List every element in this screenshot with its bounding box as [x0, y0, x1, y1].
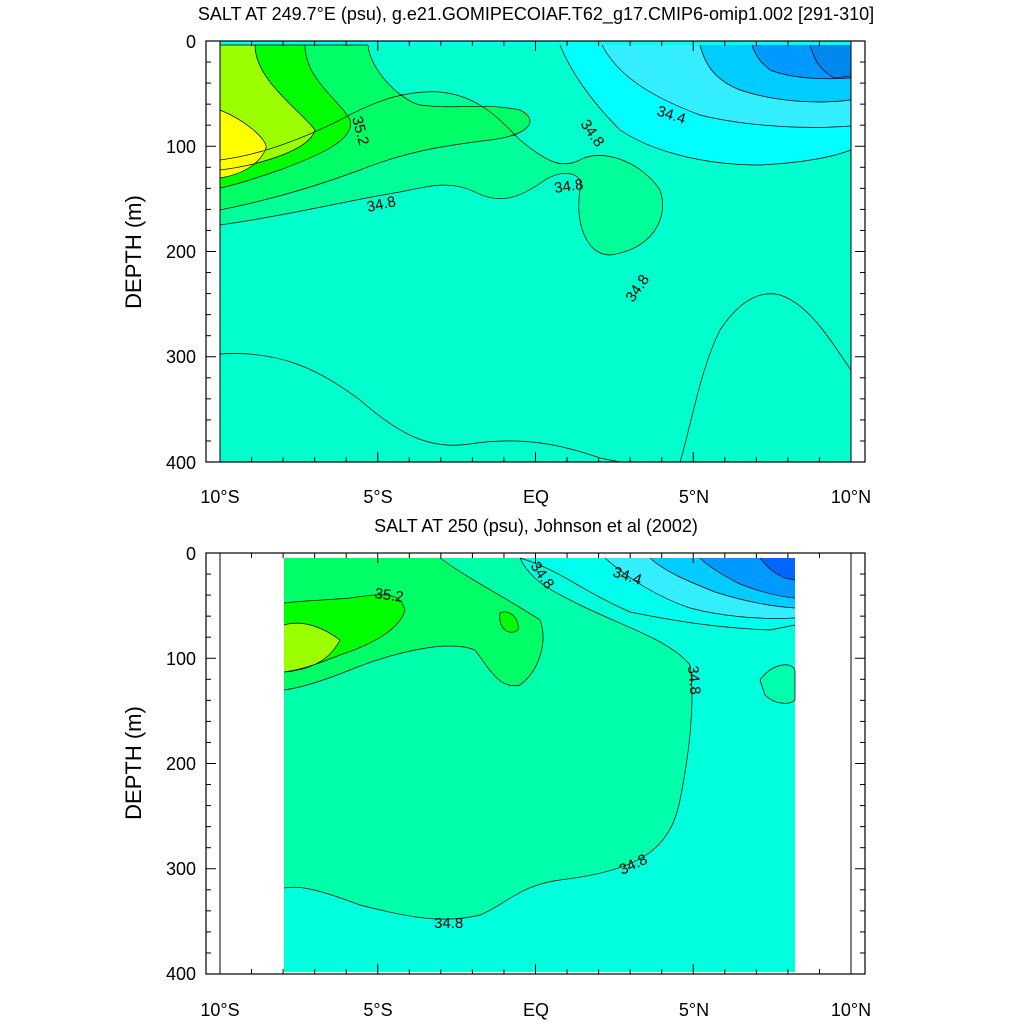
bottom-label-348-b: 34.8 — [684, 665, 703, 696]
top-ytick-0: 0 — [186, 32, 196, 52]
bottom-label-348-d: 34.8 — [434, 915, 463, 932]
top-ytick-100: 100 — [166, 137, 196, 157]
bottom-region-aquamarine-patch — [760, 664, 795, 704]
bottom-ylabel: DEPTH (m) — [121, 706, 146, 820]
bottom-xtick-eq: EQ — [523, 1000, 549, 1020]
top-ytick-400: 400 — [166, 453, 196, 473]
bottom-title: SALT AT 250 (psu), Johnson et al (2002) — [374, 516, 698, 536]
top-region-deepblue — [810, 45, 851, 77]
bottom-region-green-patch — [499, 611, 519, 633]
bottom-region-lightgreen — [284, 558, 544, 690]
top-ylabel: DEPTH (m) — [121, 195, 146, 309]
bottom-ytick-100: 100 — [166, 649, 196, 669]
top-label-352: 35.2 — [348, 115, 372, 148]
bottom-xtick-5n: 5°N — [679, 1000, 709, 1020]
bottom-ticks — [206, 552, 865, 975]
top-ticks — [206, 40, 865, 463]
bottom-panel: SALT AT 250 (psu), Johnson et al (2002) … — [121, 516, 871, 1020]
top-contour-lines — [219, 44, 852, 463]
bottom-ytick-300: 300 — [166, 859, 196, 879]
top-xtick-5n: 5°N — [679, 487, 709, 507]
bottom-contour-lines — [283, 557, 796, 920]
top-panel: SALT AT 249.7°E (psu), g.e21.GOMIPECOIAF… — [121, 4, 874, 507]
top-xtick-10n: 10°N — [831, 487, 871, 507]
bottom-xtick-10n: 10°N — [831, 1000, 871, 1020]
top-title: SALT AT 249.7°E (psu), g.e21.GOMIPECOIAF… — [198, 4, 874, 25]
top-label-348-a: 34.8 — [365, 193, 397, 216]
bottom-ytick-0: 0 — [186, 544, 196, 564]
top-label-348-b: 34.8 — [553, 176, 584, 197]
bottom-label-352: 35.2 — [373, 585, 404, 606]
top-ytick-200: 200 — [166, 242, 196, 262]
bottom-ytick-200: 200 — [166, 754, 196, 774]
top-xtick-10s: 10°S — [200, 487, 239, 507]
bottom-xtick-10s: 10°S — [200, 1000, 239, 1020]
bottom-xtick-5s: 5°S — [363, 1000, 392, 1020]
top-ytick-300: 300 — [166, 347, 196, 367]
bottom-region-deepblue — [760, 558, 795, 580]
bottom-ytick-400: 400 — [166, 964, 196, 984]
top-xtick-5s: 5°S — [363, 487, 392, 507]
bottom-region-yellowgreen — [284, 623, 340, 672]
top-region-yellow — [220, 110, 267, 178]
top-xtick-eq: EQ — [523, 487, 549, 507]
